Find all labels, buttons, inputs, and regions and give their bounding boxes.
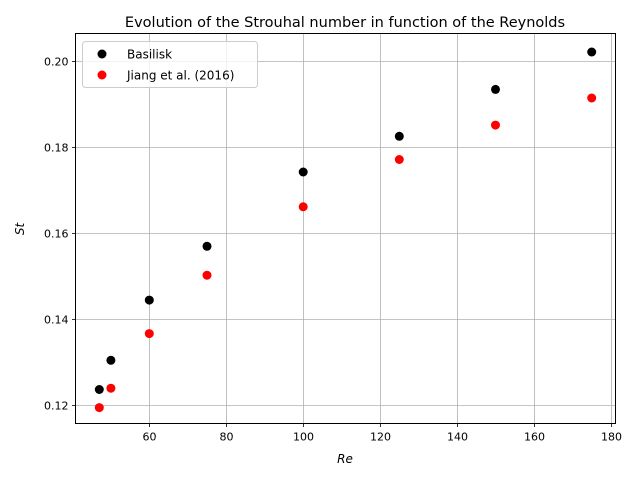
x-tick-label: 120 — [370, 431, 391, 444]
data-point-basilisk — [202, 241, 212, 251]
data-point-basilisk — [144, 295, 154, 305]
y-tick-label: 0.16 — [44, 228, 69, 241]
data-point-jiang — [491, 120, 500, 130]
legend-box — [82, 41, 258, 88]
y-tick-label: 0.18 — [44, 142, 69, 155]
grid-lines — [75, 33, 616, 424]
data-point-jiang — [587, 93, 597, 103]
data-point-jiang — [394, 155, 404, 164]
data-point-basilisk — [106, 355, 116, 365]
data-point-basilisk — [394, 131, 404, 141]
x-tick-label: 160 — [524, 431, 545, 444]
x-tick-label: 60 — [143, 431, 157, 444]
data-point-basilisk — [587, 47, 597, 57]
x-tick-label: 100 — [293, 431, 314, 444]
axis-ticks: 60 80 100 120 140 160 180 0.12 0.14 0.16 0.18 0.20 — [44, 56, 622, 444]
legend-label-basilisk: Basilisk — [127, 48, 172, 62]
data-point-jiang — [202, 270, 212, 280]
y-axis-label: St — [13, 222, 27, 236]
legend-marker-basilisk — [97, 49, 107, 59]
x-tick-label: 140 — [447, 431, 468, 444]
y-tick-label: 0.20 — [44, 56, 69, 69]
x-tick-label: 80 — [220, 431, 234, 444]
y-tick-label: 0.12 — [44, 400, 69, 413]
x-axis-label: Re — [337, 452, 353, 466]
plot-area-frame — [75, 33, 616, 424]
legend-marker-jiang — [97, 70, 107, 80]
data-points — [94, 47, 597, 413]
data-point-basilisk — [94, 385, 104, 394]
legend-label-jiang: Jiang et al. (2016) — [126, 69, 234, 83]
data-point-basilisk — [298, 167, 308, 177]
y-tick-label: 0.14 — [44, 314, 69, 327]
data-point-basilisk — [491, 84, 500, 94]
legend: Basilisk Jiang et al. (2016) — [82, 41, 258, 88]
x-tick-label: 180 — [601, 431, 622, 444]
data-point-jiang — [94, 403, 104, 413]
data-point-jiang — [106, 383, 116, 393]
data-point-jiang — [298, 202, 308, 212]
data-point-jiang — [144, 329, 154, 339]
chart-title: Evolution of the Strouhal number in func… — [125, 15, 565, 31]
